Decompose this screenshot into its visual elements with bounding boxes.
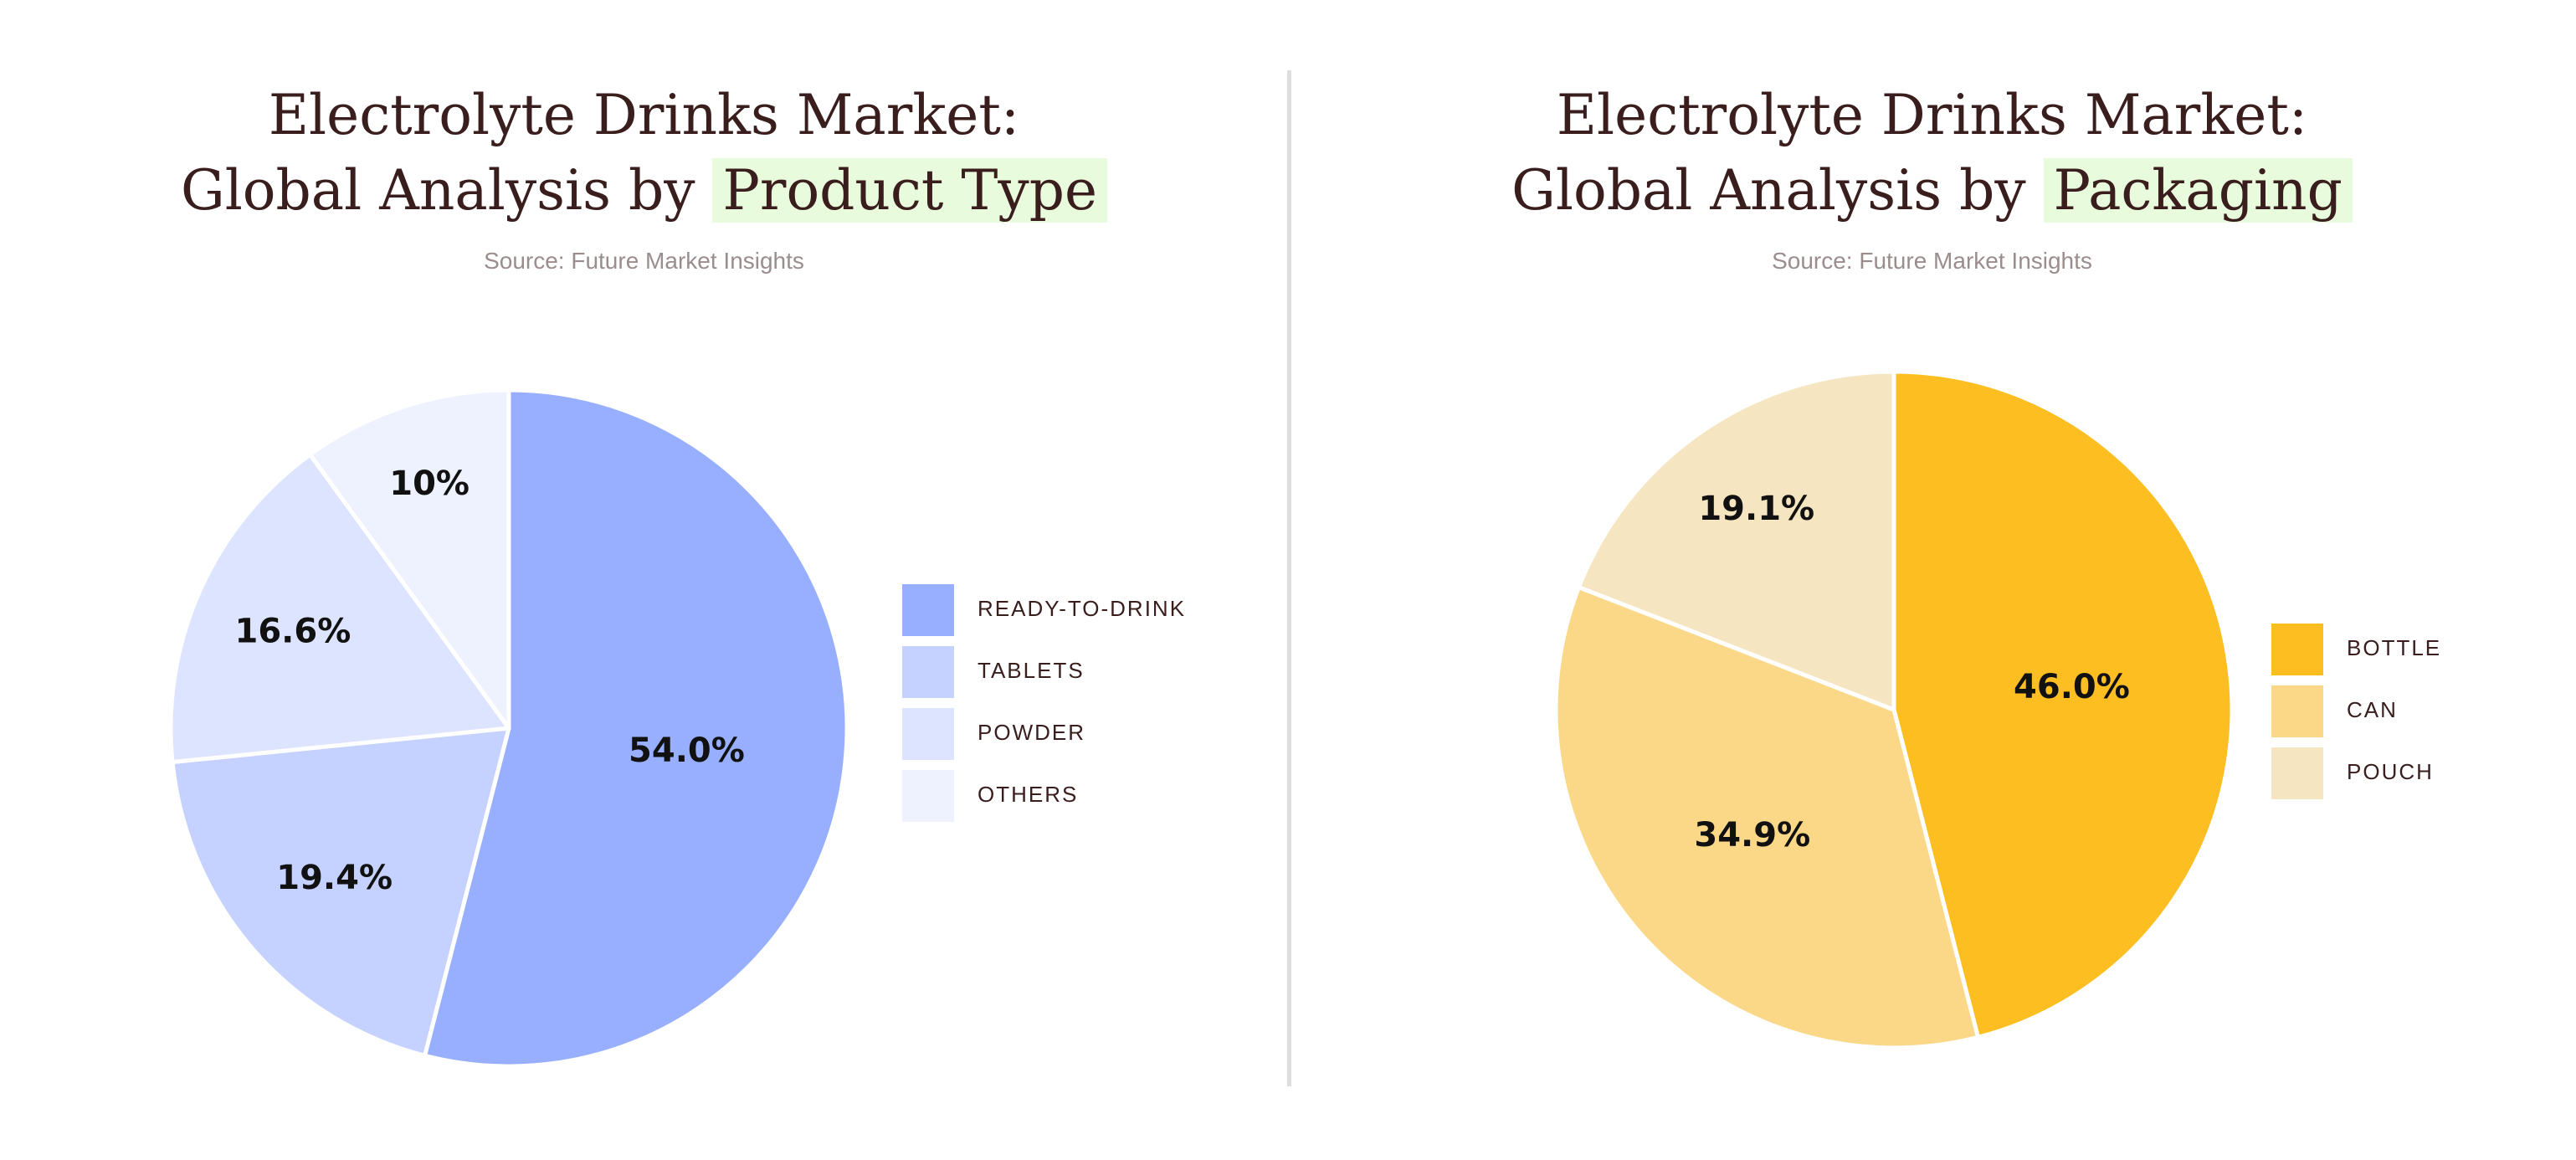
slice-value-label: 19.1% bbox=[1698, 490, 1814, 528]
slice-value-label: 19.4% bbox=[276, 859, 393, 897]
legend-label: OTHERS bbox=[978, 782, 1079, 807]
pie-slice-tablets bbox=[170, 726, 511, 1058]
chart-title-prefix: Global Analysis by bbox=[180, 158, 713, 223]
panel-divider bbox=[1287, 70, 1291, 1086]
legend-swatch bbox=[902, 708, 954, 760]
pie-slice-others bbox=[308, 388, 511, 731]
legend-label: POWDER bbox=[978, 720, 1085, 745]
chart-panel-product-type: Electrolyte Drinks Market: Global Analys… bbox=[0, 83, 1288, 1069]
legend-swatch bbox=[2271, 747, 2323, 799]
chart-panel-packaging: Electrolyte Drinks Market: Global Analys… bbox=[1288, 0, 2576, 1160]
legend-swatch bbox=[902, 646, 954, 698]
slice-value-label: 34.9% bbox=[1694, 816, 1810, 855]
chart-title-highlight: Product Type bbox=[712, 158, 1108, 223]
slice-value-label: 10% bbox=[389, 465, 470, 503]
pie-chart-product-type: 54.0% 19.4% 16.6% 10% bbox=[168, 388, 849, 1069]
chart-title-line1: Electrolyte Drinks Market: bbox=[268, 83, 1020, 147]
legend-label: TABLETS bbox=[978, 658, 1085, 683]
chart-title-highlight: Packaging bbox=[2043, 158, 2353, 223]
slice-value-label: 46.0% bbox=[2014, 668, 2130, 706]
legend-swatch bbox=[2271, 685, 2323, 737]
pie-slice-ready-to-drink bbox=[423, 388, 849, 1069]
legend-swatch bbox=[2271, 624, 2323, 675]
slice-value-label: 16.6% bbox=[235, 612, 352, 650]
chart-source: Source: Future Market Insights bbox=[1772, 248, 2092, 274]
chart-title-line2: Global Analysis by Product Type bbox=[0, 153, 1288, 228]
chart-title-line1: Electrolyte Drinks Market: bbox=[1556, 83, 2308, 147]
chart-source: Source: Future Market Insights bbox=[484, 248, 804, 274]
legend-label: READY-TO-DRINK bbox=[978, 596, 1187, 621]
legend-label: POUCH bbox=[2347, 759, 2434, 784]
legend-swatch bbox=[902, 770, 954, 822]
chart-title-line2: Global Analysis by Packaging bbox=[1288, 153, 2576, 228]
slice-value-label: 54.0% bbox=[629, 731, 745, 770]
legend-swatch bbox=[902, 584, 954, 636]
legend-label: CAN bbox=[2347, 697, 2398, 722]
pie-slice-powder bbox=[168, 452, 511, 765]
pie-slice-bottle bbox=[1891, 369, 2235, 1039]
pie-chart-packaging: 46.0% 34.9% 19.1% bbox=[1553, 369, 2235, 1050]
pie-slice-pouch bbox=[1576, 369, 1896, 712]
chart-title-prefix: Global Analysis by bbox=[1511, 158, 2044, 223]
legend-label: BOTTLE bbox=[2347, 635, 2442, 660]
